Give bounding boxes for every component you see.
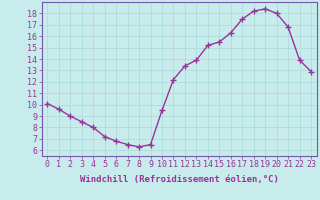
X-axis label: Windchill (Refroidissement éolien,°C): Windchill (Refroidissement éolien,°C) bbox=[80, 175, 279, 184]
